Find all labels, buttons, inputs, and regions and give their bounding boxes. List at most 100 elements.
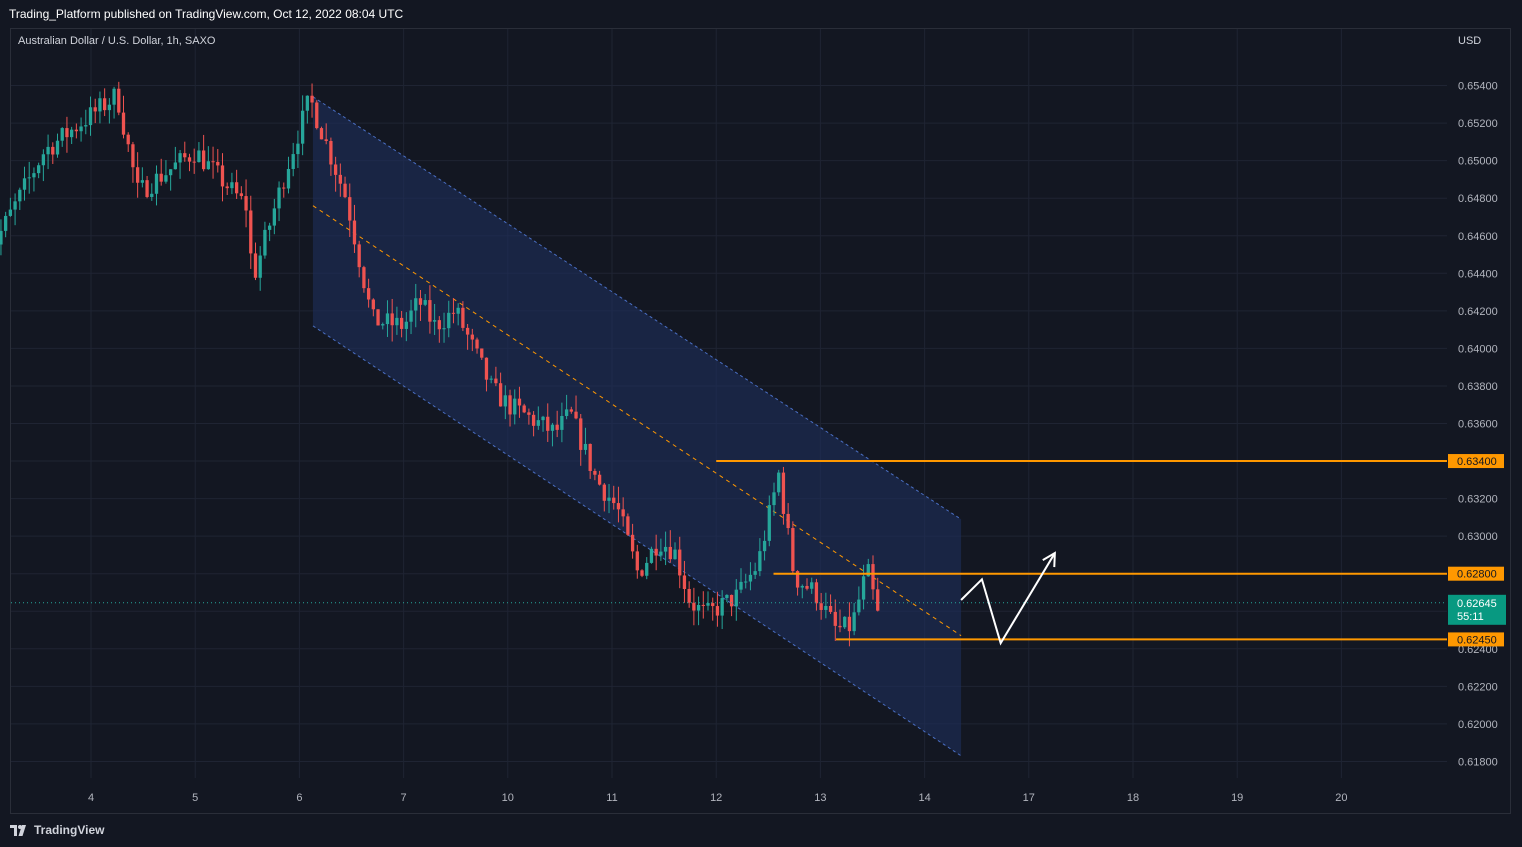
candle-body [517, 398, 522, 406]
candle-body [781, 472, 786, 514]
candle [541, 415, 545, 432]
candle-body [234, 182, 239, 194]
candle-body [300, 110, 305, 144]
candle [871, 555, 875, 600]
brand-name: TradingView [34, 823, 105, 837]
y-tick-label: 0.62000 [1458, 719, 1498, 731]
candle [861, 564, 866, 610]
candle [550, 422, 555, 447]
candle [201, 134, 206, 172]
candle [673, 542, 677, 560]
candle-body [861, 576, 866, 600]
candle [74, 123, 79, 139]
candle [164, 160, 168, 184]
candle-body [348, 197, 352, 221]
candle-body [659, 551, 663, 556]
candle [343, 176, 347, 199]
x-tick-label: 19 [1231, 792, 1243, 804]
candle [249, 195, 253, 269]
candle-body [305, 95, 309, 111]
candle-body [267, 225, 272, 230]
candle [843, 616, 847, 630]
candle-body [630, 534, 635, 552]
candle-body [645, 562, 649, 576]
candle [102, 88, 107, 117]
symbol-title[interactable]: Australian Dollar / U.S. Dollar, 1h, SAX… [18, 35, 216, 47]
candle [286, 156, 291, 194]
candle [46, 134, 50, 170]
candle-body [357, 244, 361, 268]
y-tick-label: 0.65400 [1458, 81, 1498, 93]
candle-body [201, 150, 206, 170]
candle-body [772, 492, 776, 506]
candle-body [310, 95, 314, 103]
candle [678, 536, 682, 589]
candle [456, 303, 460, 326]
candle [447, 300, 451, 338]
candle [602, 483, 606, 512]
candle-body [315, 102, 319, 129]
candle-body [696, 604, 701, 611]
candle-body [333, 164, 338, 175]
candle-body [343, 183, 347, 198]
y-tick-label: 0.63200 [1458, 494, 1498, 506]
candle [253, 242, 258, 281]
candle [522, 403, 526, 414]
x-tick-label: 18 [1127, 792, 1139, 804]
candle [159, 158, 163, 186]
candle-body [60, 128, 64, 141]
projection-arrow [960, 551, 1056, 646]
candle-body [409, 310, 413, 322]
candle [649, 546, 654, 564]
candle-body [527, 412, 531, 415]
candle-body [418, 298, 423, 305]
candle-body [470, 334, 474, 340]
candle [546, 403, 550, 442]
candle [536, 406, 540, 430]
candle-body [324, 139, 328, 142]
candle [65, 116, 69, 153]
candle-body [126, 134, 130, 145]
candle [729, 594, 734, 617]
candle [574, 395, 578, 420]
projection-arrowhead [1042, 551, 1056, 568]
candle [465, 323, 470, 350]
candle-body [93, 107, 97, 112]
candle-body [187, 157, 192, 162]
candle-body [286, 168, 291, 189]
candle-body [291, 154, 295, 169]
top-bar: Trading_Platform published on TradingVie… [0, 0, 1522, 28]
candle-body [484, 357, 489, 380]
candle [357, 240, 361, 278]
candle [352, 204, 357, 253]
candle-body [777, 472, 781, 493]
candle [753, 562, 757, 579]
candle-body [494, 378, 498, 384]
candle-body [574, 411, 578, 419]
countdown-text: 55:11 [1457, 611, 1484, 623]
candle [437, 316, 441, 343]
candle-body [531, 414, 536, 426]
candle-body [381, 324, 385, 326]
candle [371, 298, 375, 317]
candle-body [390, 313, 394, 326]
candle-body [701, 604, 705, 606]
candle-body [503, 395, 507, 407]
candle-body [168, 169, 173, 176]
candle [489, 375, 493, 384]
candle-body [197, 150, 201, 163]
tradingview-brand[interactable]: TradingView [10, 823, 104, 837]
chart-frame [10, 28, 1511, 814]
candle-body [258, 255, 262, 278]
candle-body [876, 589, 880, 611]
candle-body [244, 196, 248, 211]
candle-body [786, 513, 790, 529]
candle [531, 411, 536, 437]
channel-mid-line [312, 205, 962, 637]
candle-body [583, 443, 588, 450]
candle [696, 596, 701, 626]
candle [451, 298, 456, 324]
candle [98, 91, 102, 124]
candle [333, 156, 338, 192]
